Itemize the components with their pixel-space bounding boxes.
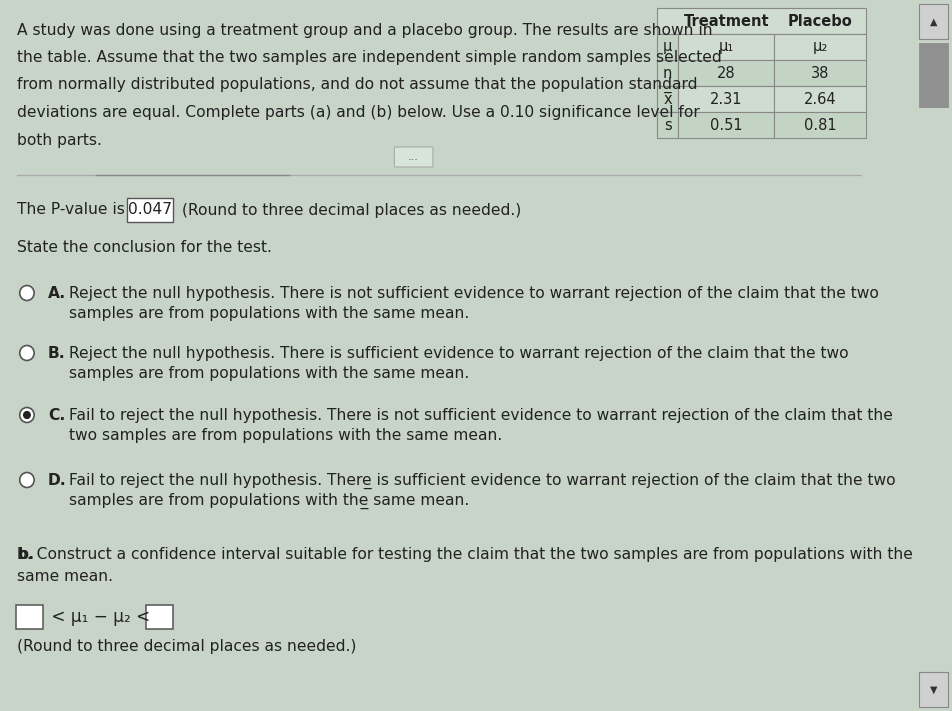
Circle shape <box>20 473 34 488</box>
Bar <box>774 60 865 86</box>
Text: samples are from populations with the̲ same mean.: samples are from populations with the̲ s… <box>69 493 469 509</box>
Text: μ₂: μ₂ <box>812 40 828 55</box>
Bar <box>657 34 678 60</box>
Text: Fail to reject the null hypothesis. There is not sufficient evidence to warrant : Fail to reject the null hypothesis. Ther… <box>69 408 893 423</box>
Bar <box>774 86 865 112</box>
Bar <box>678 112 774 138</box>
FancyBboxPatch shape <box>127 198 173 222</box>
Text: Reject the null hypothesis. There is sufficient evidence to warrant rejection of: Reject the null hypothesis. There is suf… <box>69 346 849 361</box>
Text: μ₁: μ₁ <box>719 40 734 55</box>
FancyBboxPatch shape <box>394 147 433 167</box>
Text: ▼: ▼ <box>930 685 938 695</box>
Bar <box>657 60 678 86</box>
Text: A.: A. <box>49 286 67 301</box>
Text: (Round to three decimal places as needed.): (Round to three decimal places as needed… <box>177 203 522 218</box>
Text: 0.51: 0.51 <box>710 117 743 132</box>
Bar <box>657 86 678 112</box>
Text: < μ₁ − μ₂ <: < μ₁ − μ₂ < <box>47 608 156 626</box>
Bar <box>774 34 865 60</box>
Text: 0.047: 0.047 <box>128 203 172 218</box>
Text: both parts.: both parts. <box>17 132 102 147</box>
Text: ▲: ▲ <box>930 16 938 26</box>
Text: 28: 28 <box>717 65 736 80</box>
Text: two samples are from populations with the same mean.: two samples are from populations with th… <box>69 428 503 443</box>
Bar <box>678 34 774 60</box>
Bar <box>657 112 678 138</box>
Text: 2.31: 2.31 <box>710 92 743 107</box>
Text: The P-value is: The P-value is <box>17 203 130 218</box>
Circle shape <box>20 407 34 422</box>
Circle shape <box>20 346 34 360</box>
Text: Reject the null hypothesis. There is not sufficient evidence to warrant rejectio: Reject the null hypothesis. There is not… <box>69 286 879 301</box>
Text: x̅: x̅ <box>664 92 672 107</box>
Text: B.: B. <box>49 346 66 361</box>
Text: b.: b. <box>17 547 34 562</box>
Bar <box>774 112 865 138</box>
Text: samples are from populations with the same mean.: samples are from populations with the sa… <box>69 366 469 381</box>
Circle shape <box>20 286 34 301</box>
Text: ...: ... <box>408 152 419 162</box>
Text: b. Construct a confidence interval suitable for testing the claim that the two s: b. Construct a confidence interval suita… <box>17 547 913 562</box>
Text: D.: D. <box>49 473 67 488</box>
Text: the table. Assume that the two samples are independent simple random samples sel: the table. Assume that the two samples a… <box>17 50 722 65</box>
Circle shape <box>23 411 30 419</box>
Text: 0.81: 0.81 <box>803 117 837 132</box>
FancyBboxPatch shape <box>16 605 43 629</box>
FancyBboxPatch shape <box>147 605 173 629</box>
Text: s: s <box>664 117 671 132</box>
Text: μ: μ <box>663 40 672 55</box>
Bar <box>920 672 948 707</box>
Text: deviations are equal. Complete parts (a) and (b) below. Use a 0.10 significance : deviations are equal. Complete parts (a)… <box>17 105 700 120</box>
Text: 2.64: 2.64 <box>803 92 837 107</box>
Bar <box>920 43 948 107</box>
Text: same mean.: same mean. <box>17 569 113 584</box>
Text: Treatment: Treatment <box>684 14 769 28</box>
Text: State the conclusion for the test.: State the conclusion for the test. <box>17 240 272 255</box>
Bar <box>678 60 774 86</box>
Text: 38: 38 <box>811 65 829 80</box>
Text: samples are from populations with the same mean.: samples are from populations with the sa… <box>69 306 469 321</box>
Text: (Round to three decimal places as needed.): (Round to three decimal places as needed… <box>17 639 357 654</box>
Text: from normally distributed populations, and do not assume that the population sta: from normally distributed populations, a… <box>17 77 698 92</box>
Text: n: n <box>663 65 672 80</box>
Text: A study was done using a treatment group and a placebo group. The results are sh: A study was done using a treatment group… <box>17 23 713 38</box>
Bar <box>657 8 865 34</box>
Text: Placebo: Placebo <box>787 14 852 28</box>
Bar <box>920 4 948 39</box>
Bar <box>678 86 774 112</box>
Text: C.: C. <box>49 408 66 423</box>
Text: Fail to reject the null hypothesis. There̲ is sufficient evidence to warrant rej: Fail to reject the null hypothesis. Ther… <box>69 473 896 489</box>
